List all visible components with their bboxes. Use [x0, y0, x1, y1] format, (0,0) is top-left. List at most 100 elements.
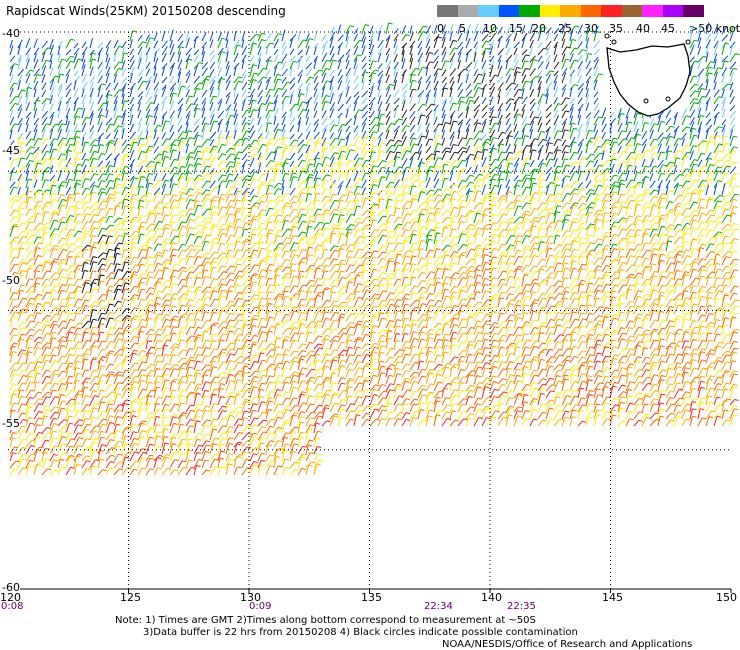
wind-barb-flag	[533, 170, 538, 173]
wind-barb-flag	[134, 230, 140, 233]
wind-barb-flag	[309, 163, 314, 166]
wind-barb	[241, 257, 248, 266]
wind-barb	[145, 145, 150, 154]
wind-barb-flag	[732, 212, 737, 215]
wind-barb	[409, 185, 413, 196]
wind-barb-flag	[196, 107, 201, 110]
wind-barb-flag	[334, 199, 339, 202]
wind-barb-flag	[613, 152, 619, 155]
wind-barb	[633, 143, 638, 154]
wind-barb	[161, 156, 166, 168]
wind-barb-flag	[189, 156, 194, 159]
wind-barb	[441, 30, 447, 42]
wind-barb	[337, 138, 342, 147]
wind-barb	[113, 222, 120, 231]
wind-barb	[537, 99, 542, 112]
wind-barb	[81, 82, 88, 91]
wind-barb-flag	[677, 223, 683, 226]
wind-barb-flag	[261, 222, 266, 225]
wind-barb-flag	[30, 146, 35, 149]
wind-barb	[97, 121, 103, 133]
wind-barb	[617, 206, 623, 217]
wind-barb	[209, 251, 215, 259]
wind-barb-flag	[654, 233, 659, 236]
wind-barb-flag	[684, 156, 689, 159]
wind-barb	[601, 207, 605, 217]
wind-barb	[185, 255, 190, 266]
wind-barb-flag	[77, 230, 83, 233]
wind-barb-flag	[453, 120, 458, 123]
wind-barb-flag	[469, 210, 475, 213]
wind-barb	[217, 136, 221, 147]
wind-barb-flag	[117, 268, 123, 271]
wind-barb	[497, 252, 503, 259]
wind-barb-flag	[293, 176, 298, 179]
wind-barb-flag	[437, 143, 442, 145]
wind-barb-flag	[325, 187, 330, 190]
wind-barb	[537, 80, 542, 91]
wind-barb-flag	[476, 269, 481, 271]
wind-barb	[353, 147, 359, 154]
wind-barb-flag	[139, 205, 145, 208]
wind-barb-flag	[556, 211, 561, 214]
wind-barb	[81, 74, 87, 84]
wind-barb-flag	[350, 264, 355, 267]
wind-barb-flag	[542, 139, 548, 141]
wind-barb-flag	[142, 41, 147, 44]
wind-barb-flag	[30, 138, 36, 141]
wind-barb	[473, 138, 479, 147]
wind-barb	[193, 200, 197, 210]
wind-barb	[185, 194, 190, 203]
wind-barb-flag	[172, 149, 178, 152]
wind-barb-flag	[101, 268, 106, 271]
wind-barb-flag	[614, 221, 619, 224]
wind-barb	[209, 257, 215, 266]
wind-barb	[633, 243, 639, 252]
wind-barb-flag	[301, 192, 306, 195]
wind-barb	[625, 235, 630, 245]
wind-barb-flag	[525, 213, 530, 216]
wind-barb	[233, 76, 239, 84]
wind-barb	[369, 151, 373, 161]
wind-barb-flag	[452, 220, 457, 223]
wind-barb-flag	[246, 109, 251, 112]
wind-barb-flag	[718, 126, 723, 129]
wind-barb-flag	[124, 100, 129, 103]
wind-barb-flag	[172, 242, 177, 245]
wind-barb	[425, 207, 430, 217]
wind-barb	[105, 249, 110, 259]
wind-barb	[297, 261, 302, 273]
wind-barb	[97, 188, 103, 196]
wind-barb	[657, 137, 664, 147]
wind-barb	[433, 211, 438, 224]
wind-barb-flag	[382, 229, 388, 232]
wind-barb	[153, 180, 160, 189]
wind-barb	[553, 200, 558, 210]
wind-barb	[473, 164, 478, 175]
wind-barb	[321, 249, 325, 259]
wind-barb	[249, 229, 254, 238]
wind-barb	[89, 235, 93, 245]
wind-barb	[529, 80, 534, 91]
wind-barb-flag	[654, 222, 659, 225]
wind-barb	[337, 115, 341, 126]
wind-barb-flag	[699, 247, 705, 250]
wind-barb	[313, 93, 319, 105]
wind-barb-flag	[269, 263, 274, 266]
wind-barb	[433, 72, 438, 84]
wind-barb	[233, 190, 238, 203]
wind-barb-flag	[12, 240, 17, 243]
wind-barb-flag	[460, 206, 465, 208]
wind-barb	[41, 244, 48, 252]
wind-barb	[33, 270, 37, 280]
wind-barb	[417, 40, 423, 49]
wind-barb-flag	[413, 143, 418, 146]
wind-barb-flag	[13, 82, 18, 85]
wind-barb	[153, 66, 157, 77]
wind-barb	[105, 66, 111, 77]
wind-barb	[153, 263, 158, 273]
wind-barb-flag	[437, 188, 443, 191]
wind-barb	[417, 114, 422, 126]
wind-barb	[217, 153, 223, 161]
wind-barb-flag	[341, 155, 346, 158]
